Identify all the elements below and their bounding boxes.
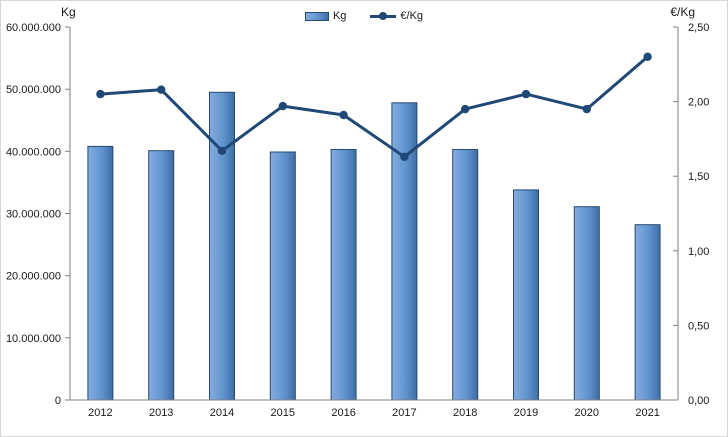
legend-label-kg: Kg bbox=[332, 10, 347, 22]
bar-2017 bbox=[391, 102, 418, 401]
legend-item-eur-per-kg: €/Kg bbox=[370, 10, 423, 22]
svg-text:0: 0 bbox=[55, 395, 61, 407]
bar-2018 bbox=[452, 149, 479, 401]
svg-text:60.000.000: 60.000.000 bbox=[6, 22, 61, 34]
bar-2019 bbox=[513, 189, 539, 401]
bar-2014 bbox=[209, 91, 235, 401]
svg-text:2014: 2014 bbox=[210, 407, 234, 419]
svg-text:1,00: 1,00 bbox=[688, 246, 709, 258]
svg-text:2017: 2017 bbox=[392, 407, 416, 419]
svg-text:2019: 2019 bbox=[514, 407, 538, 419]
legend-label-eur-per-kg: €/Kg bbox=[400, 10, 424, 22]
right-axis-title: €/Kg bbox=[670, 5, 695, 19]
bar-2015 bbox=[269, 151, 296, 401]
svg-text:40.000.000: 40.000.000 bbox=[6, 146, 61, 158]
svg-text:2016: 2016 bbox=[331, 407, 355, 419]
legend: Kg €/Kg bbox=[1, 10, 727, 22]
svg-text:50.000.000: 50.000.000 bbox=[6, 84, 61, 96]
price-point-2021 bbox=[643, 52, 652, 61]
price-line bbox=[98, 55, 650, 159]
svg-text:2012: 2012 bbox=[88, 407, 112, 419]
price-point-2015 bbox=[278, 101, 287, 111]
svg-text:20.000.000: 20.000.000 bbox=[6, 271, 61, 283]
line-series-swatch-icon bbox=[370, 12, 397, 20]
price-point-2013 bbox=[157, 85, 166, 94]
price-point-2016 bbox=[339, 110, 348, 120]
legend-item-kg: Kg bbox=[304, 10, 347, 22]
price-point-2014 bbox=[217, 146, 227, 155]
svg-text:0,00: 0,00 bbox=[688, 395, 709, 407]
bar-2012 bbox=[87, 145, 114, 401]
price-point-2018 bbox=[461, 104, 470, 114]
svg-text:0,50: 0,50 bbox=[688, 320, 709, 332]
bar-2020 bbox=[573, 206, 600, 401]
bar-2021 bbox=[634, 224, 661, 401]
price-point-2019 bbox=[521, 89, 531, 99]
svg-text:2013: 2013 bbox=[149, 407, 173, 419]
svg-text:10.000.000: 10.000.000 bbox=[6, 333, 61, 345]
bar-2013 bbox=[148, 150, 175, 401]
line-marker-icon bbox=[379, 12, 388, 20]
svg-text:2021: 2021 bbox=[635, 407, 659, 419]
price-point-2020 bbox=[582, 104, 591, 114]
svg-text:2015: 2015 bbox=[271, 407, 295, 419]
price-point-2017 bbox=[400, 152, 409, 161]
svg-text:2,50: 2,50 bbox=[688, 22, 709, 34]
svg-text:30.000.000: 30.000.000 bbox=[6, 209, 61, 221]
svg-text:2018: 2018 bbox=[453, 407, 477, 419]
left-axis-title: Kg bbox=[61, 5, 76, 19]
bar-2016 bbox=[330, 149, 357, 401]
svg-text:1,50: 1,50 bbox=[688, 171, 709, 183]
price-point-2012 bbox=[96, 89, 105, 99]
svg-text:2020: 2020 bbox=[575, 407, 599, 419]
bar-series-swatch-icon bbox=[304, 11, 329, 21]
svg-text:2,00: 2,00 bbox=[688, 97, 709, 109]
